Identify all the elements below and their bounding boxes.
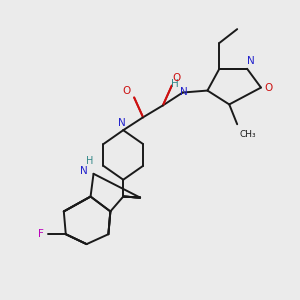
Text: CH₃: CH₃: [239, 130, 256, 139]
Text: H: H: [86, 156, 93, 166]
Text: H: H: [171, 79, 178, 88]
Text: O: O: [265, 82, 273, 93]
Text: O: O: [172, 73, 181, 83]
Text: N: N: [180, 86, 188, 97]
Text: O: O: [122, 85, 130, 96]
Text: N: N: [247, 56, 255, 66]
Text: N: N: [118, 118, 126, 128]
Text: F: F: [38, 229, 44, 239]
Text: N: N: [80, 166, 88, 176]
